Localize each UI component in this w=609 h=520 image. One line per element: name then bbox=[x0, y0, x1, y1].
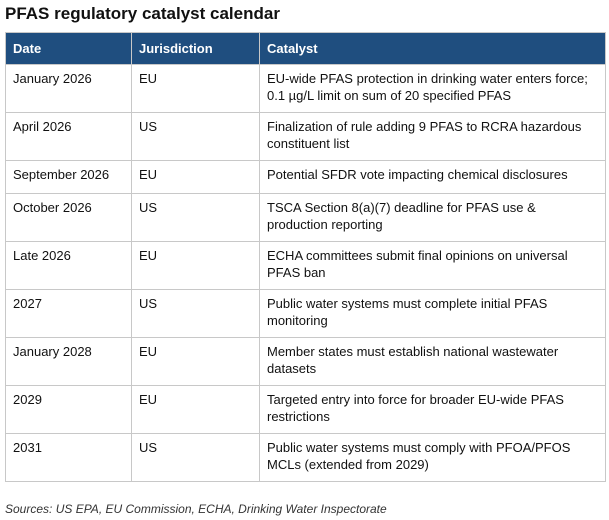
cell-jurisdiction: EU bbox=[131, 385, 260, 434]
page-title: PFAS regulatory catalyst calendar bbox=[5, 4, 280, 23]
cell-date: January 2026 bbox=[5, 64, 132, 113]
cell-date: Late 2026 bbox=[5, 241, 132, 290]
table-row: January 2026 EU EU-wide PFAS protection … bbox=[5, 64, 606, 113]
table-row: October 2026 US TSCA Section 8(a)(7) dea… bbox=[5, 193, 606, 242]
table-row: January 2028 EU Member states must estab… bbox=[5, 337, 606, 386]
cell-jurisdiction: EU bbox=[131, 241, 260, 290]
cell-jurisdiction: US bbox=[131, 112, 260, 161]
cell-catalyst: TSCA Section 8(a)(7) deadline for PFAS u… bbox=[259, 193, 606, 242]
column-header-jurisdiction: Jurisdiction bbox=[131, 32, 260, 65]
column-header-catalyst: Catalyst bbox=[259, 32, 606, 65]
cell-jurisdiction: US bbox=[131, 289, 260, 338]
table-row: Late 2026 EU ECHA committees submit fina… bbox=[5, 241, 606, 290]
column-header-date: Date bbox=[5, 32, 132, 65]
cell-catalyst: Finalization of rule adding 9 PFAS to RC… bbox=[259, 112, 606, 161]
cell-jurisdiction: EU bbox=[131, 64, 260, 113]
cell-date: September 2026 bbox=[5, 160, 132, 194]
cell-date: 2031 bbox=[5, 433, 132, 482]
table-header-row: Date Jurisdiction Catalyst bbox=[5, 32, 606, 65]
cell-date: April 2026 bbox=[5, 112, 132, 161]
cell-jurisdiction: US bbox=[131, 433, 260, 482]
cell-jurisdiction: EU bbox=[131, 337, 260, 386]
cell-date: October 2026 bbox=[5, 193, 132, 242]
cell-catalyst: Public water systems must comply with PF… bbox=[259, 433, 606, 482]
catalyst-table: Date Jurisdiction Catalyst January 2026 … bbox=[5, 32, 606, 482]
table-row: September 2026 EU Potential SFDR vote im… bbox=[5, 160, 606, 194]
cell-catalyst: ECHA committees submit final opinions on… bbox=[259, 241, 606, 290]
cell-jurisdiction: US bbox=[131, 193, 260, 242]
cell-catalyst: Public water systems must complete initi… bbox=[259, 289, 606, 338]
source-note: Sources: US EPA, EU Commission, ECHA, Dr… bbox=[5, 502, 387, 516]
cell-jurisdiction: EU bbox=[131, 160, 260, 194]
cell-catalyst: Targeted entry into force for broader EU… bbox=[259, 385, 606, 434]
table-row: April 2026 US Finalization of rule addin… bbox=[5, 112, 606, 161]
cell-date: 2029 bbox=[5, 385, 132, 434]
table-row: 2031 US Public water systems must comply… bbox=[5, 433, 606, 482]
cell-catalyst: Member states must establish national wa… bbox=[259, 337, 606, 386]
cell-date: January 2028 bbox=[5, 337, 132, 386]
cell-date: 2027 bbox=[5, 289, 132, 338]
table-row: 2027 US Public water systems must comple… bbox=[5, 289, 606, 338]
table-row: 2029 EU Targeted entry into force for br… bbox=[5, 385, 606, 434]
cell-catalyst: EU-wide PFAS protection in drinking wate… bbox=[259, 64, 606, 113]
cell-catalyst: Potential SFDR vote impacting chemical d… bbox=[259, 160, 606, 194]
